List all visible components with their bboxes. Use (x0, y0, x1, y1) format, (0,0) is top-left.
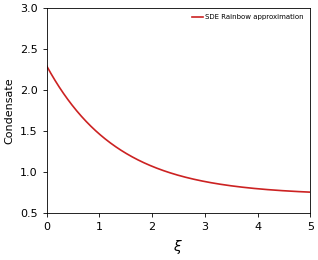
Legend: SDE Rainbow approximation: SDE Rainbow approximation (190, 12, 307, 23)
X-axis label: $\xi$: $\xi$ (174, 238, 183, 256)
Line: SDE Rainbow approximation: SDE Rainbow approximation (46, 66, 310, 192)
SDE Rainbow approximation (187, 177, 191, 180)
SDE Rainbow approximation (45, 64, 48, 67)
SDE Rainbow approximation (308, 191, 312, 194)
SDE Rainbow approximation (170, 172, 174, 175)
SDE Rainbow approximation (261, 188, 265, 191)
SDE Rainbow approximation (302, 190, 306, 193)
Y-axis label: Condensate: Condensate (4, 77, 14, 144)
SDE Rainbow approximation (171, 172, 175, 176)
SDE Rainbow approximation (202, 180, 205, 183)
